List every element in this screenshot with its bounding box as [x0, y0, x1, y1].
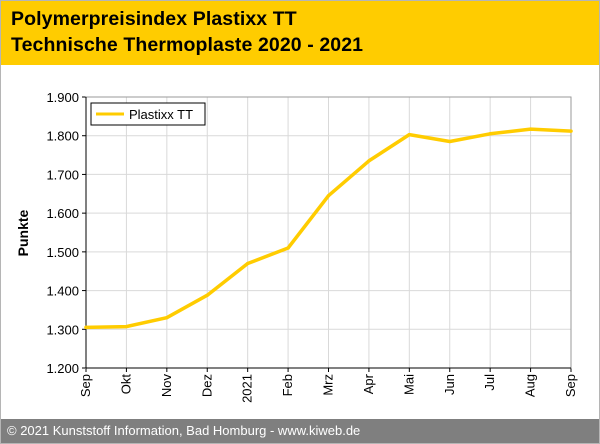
y-tick-label: 1.700 — [46, 167, 79, 182]
data-point — [529, 128, 532, 131]
data-point — [165, 316, 168, 319]
chart-subtitle: Technische Thermoplaste 2020 - 2021 — [11, 34, 363, 57]
x-tick-label: Feb — [280, 374, 295, 396]
y-tick-label: 1.900 — [46, 90, 79, 105]
y-tick-label: 1.500 — [46, 245, 79, 260]
x-tick-label: Dez — [199, 374, 214, 397]
chart-title: Polymerpreisindex Plastixx TT — [11, 8, 297, 31]
data-point — [125, 325, 128, 328]
x-tick-label: Sep — [78, 374, 93, 397]
data-point — [569, 129, 572, 132]
y-tick-label: 1.200 — [46, 361, 79, 376]
data-point — [84, 326, 87, 329]
copyright-text: © 2021 Kunststoff Information, Bad Hombu… — [7, 423, 360, 438]
chart-frame: Polymerpreisindex Plastixx TT Technische… — [0, 0, 600, 444]
chart-header: Polymerpreisindex Plastixx TT Technische… — [1, 1, 599, 65]
x-tick-label: Aug — [523, 374, 538, 397]
x-tick-label: Jul — [482, 374, 497, 391]
data-point — [246, 262, 249, 265]
legend-label: Plastixx TT — [129, 107, 193, 122]
chart-footer: © 2021 Kunststoff Information, Bad Hombu… — [1, 419, 599, 443]
data-point — [489, 132, 492, 135]
y-tick-label: 1.600 — [46, 206, 79, 221]
data-point — [367, 159, 370, 162]
x-tick-label: Apr — [361, 373, 376, 394]
x-tick-label: Mai — [401, 374, 416, 395]
legend: Plastixx TT — [91, 103, 205, 125]
y-axis-label: Punkte — [15, 209, 31, 256]
y-tick-label: 1.800 — [46, 129, 79, 144]
data-point — [408, 133, 411, 136]
y-tick-label: 1.400 — [46, 284, 79, 299]
x-tick-label: Okt — [118, 374, 133, 395]
x-tick-label: Nov — [159, 374, 174, 398]
data-point — [448, 140, 451, 143]
data-point — [327, 194, 330, 197]
x-tick-label: Mrz — [321, 374, 336, 396]
x-tick-label: Jun — [442, 374, 457, 395]
data-point — [286, 246, 289, 249]
data-point — [206, 294, 209, 297]
x-tick-label: Sep — [563, 374, 578, 397]
x-tick-label: 2021 — [240, 374, 255, 403]
line-chart: 1.200 1.300 1.400 1.500 1.600 1.700 1.800 1.900… — [1, 65, 599, 419]
y-tick-label: 1.300 — [46, 322, 79, 337]
